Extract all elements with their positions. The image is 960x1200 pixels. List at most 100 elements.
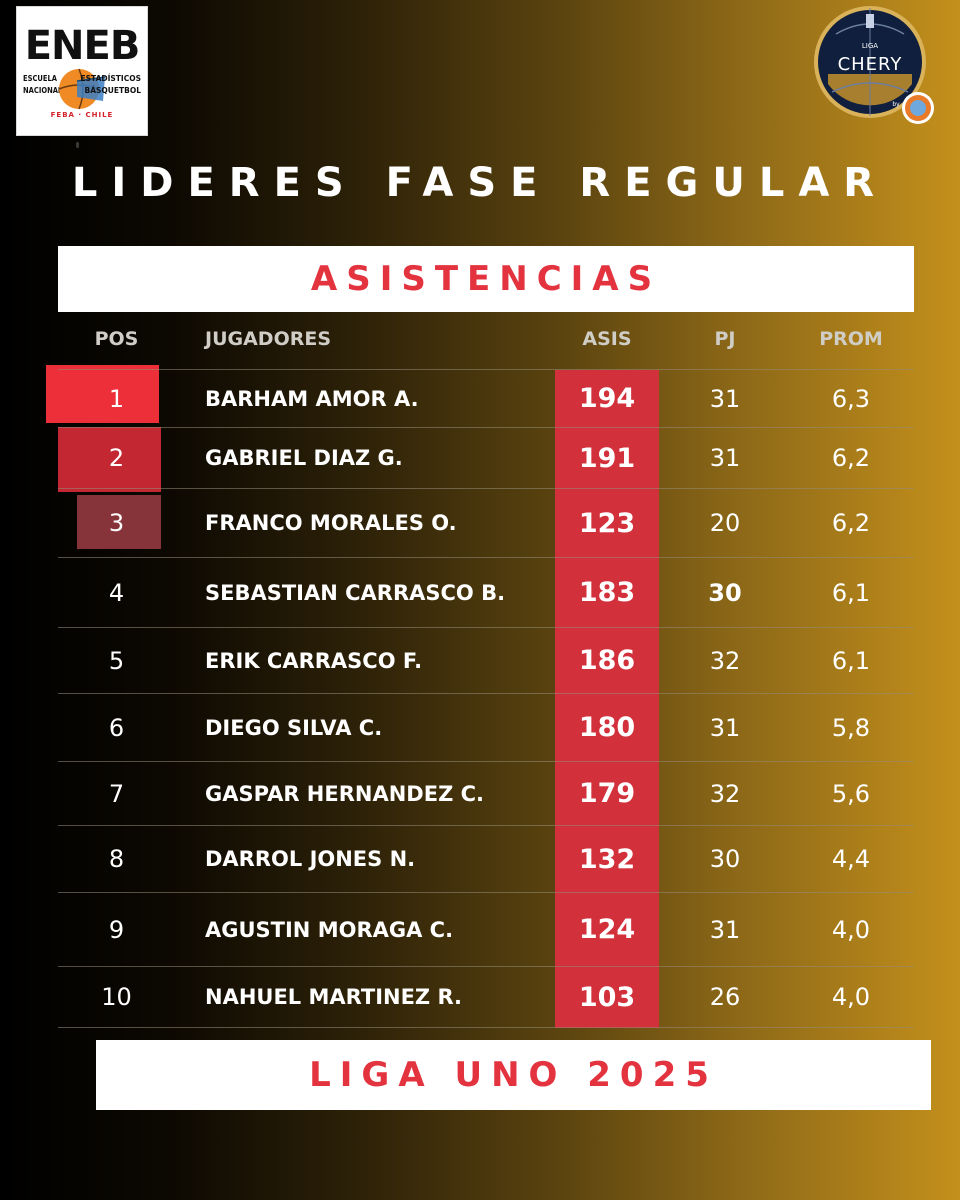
row-pj: 20: [709, 509, 741, 537]
row-pos: 5: [108, 646, 125, 675]
eneb-logo: ENEB ESCUELA NACIONAL ESTADÍSTICOS BÁSQU…: [16, 6, 148, 136]
table-row: 8 DARROL JONES N. 132 30 4,4: [0, 826, 960, 892]
row-prom: 6,1: [831, 646, 871, 675]
table-row: 1 BARHAM AMOR A. 194 31 6,3: [0, 370, 960, 427]
row-divider: [58, 557, 914, 558]
row-divider: [58, 627, 914, 628]
eneb-right-line-1: ESTADÍSTICOS: [80, 74, 141, 83]
row-player: NAHUEL MARTINEZ R.: [205, 985, 463, 1009]
liga-by-text: by: [892, 101, 900, 108]
row-player: FRANCO MORALES O.: [205, 511, 457, 535]
row-divider: [58, 892, 914, 893]
row-asis: 179: [578, 778, 636, 809]
row-prom: 4,4: [831, 845, 871, 873]
row-pj: 26: [709, 983, 741, 1011]
row-divider: [58, 369, 914, 370]
row-pj: 31: [709, 444, 741, 472]
category-banner: ASISTENCIAS: [58, 246, 914, 312]
row-player: AGUSTIN MORAGA C.: [205, 917, 454, 942]
table-row: 4 SEBASTIAN CARRASCO B. 183 30 6,1: [0, 558, 960, 627]
row-asis: 194: [578, 383, 636, 414]
row-pj: 30: [709, 845, 741, 873]
rank-1-highlight: [46, 365, 159, 423]
row-pj: 30: [708, 578, 742, 607]
row-asis: 132: [578, 843, 636, 875]
row-player: GASPAR HERNANDEZ C.: [205, 781, 485, 806]
row-prom: 4,0: [831, 915, 871, 944]
row-asis: 124: [578, 914, 636, 945]
page-title: LIDERES FASE REGULAR: [71, 160, 889, 206]
row-asis: 103: [578, 981, 636, 1013]
row-pj: 31: [709, 384, 741, 413]
liga-name-text: CHERY: [838, 54, 903, 75]
row-pos: 9: [108, 915, 125, 944]
asis-column-highlight: [555, 370, 659, 1028]
row-divider: [58, 966, 914, 967]
row-divider: [58, 825, 914, 826]
row-prom: 6,3: [831, 384, 871, 413]
row-asis: 186: [578, 645, 636, 676]
row-prom: 6,2: [831, 444, 871, 472]
eneb-logo-title: ENEB: [24, 23, 141, 69]
row-divider: [58, 1027, 914, 1028]
table-row: 3 FRANCO MORALES O. 123 20 6,2: [0, 489, 960, 557]
row-player: ERIK CARRASCO F.: [205, 648, 423, 673]
table-row: 6 DIEGO SILVA C. 180 31 5,8: [0, 694, 960, 761]
eneb-left-line-2: NACIONAL: [23, 86, 63, 95]
row-divider: [58, 761, 914, 762]
row-prom: 4,0: [831, 983, 871, 1011]
row-pos: 2: [108, 444, 125, 472]
row-asis: 183: [578, 577, 636, 608]
eneb-left-line-1: ESCUELA: [23, 74, 58, 83]
table-row: 5 ERIK CARRASCO F. 186 32 6,1: [0, 628, 960, 693]
row-player: BARHAM AMOR A.: [205, 386, 419, 411]
row-asis: 191: [578, 442, 636, 474]
row-pj: 31: [709, 915, 741, 944]
table-row: 9 AGUSTIN MORAGA C. 124 31 4,0: [0, 893, 960, 966]
eneb-logo-bottom-text: FEBA · CHILE: [50, 111, 114, 119]
eneb-logo-left-text: ESCUELA NACIONAL: [23, 73, 62, 97]
row-pos: 7: [108, 779, 125, 808]
decorative-mark: [76, 142, 79, 148]
row-pos: 3: [108, 509, 125, 537]
category-title: ASISTENCIAS: [310, 259, 662, 299]
row-divider: [58, 693, 914, 694]
header-prom: PROM: [819, 328, 883, 350]
row-player: SEBASTIAN CARRASCO B.: [205, 580, 506, 605]
row-prom: 5,6: [831, 779, 871, 808]
row-pj: 31: [709, 713, 741, 742]
row-player: DIEGO SILVA C.: [205, 715, 383, 740]
table-row: 7 GASPAR HERNANDEZ C. 179 32 5,6: [0, 762, 960, 825]
row-divider: [58, 427, 914, 428]
row-pos: 4: [108, 578, 125, 607]
header-asis: ASIS: [582, 328, 632, 350]
table-row: 2 GABRIEL DIAZ G. 191 31 6,2: [0, 428, 960, 488]
row-pj: 32: [709, 646, 741, 675]
row-prom: 6,2: [831, 509, 871, 537]
footer-banner: LIGA UNO 2025: [96, 1040, 931, 1110]
row-player: DARROL JONES N.: [205, 847, 416, 871]
header-jugadores: JUGADORES: [205, 328, 332, 350]
row-pj: 32: [709, 779, 741, 808]
basketball-icon: [58, 68, 106, 110]
liga-small-text: LIGA: [862, 42, 878, 50]
row-pos: 6: [108, 713, 125, 742]
row-divider: [58, 488, 914, 489]
eneb-logo-right-text: ESTADÍSTICOS BÁSQUETBOL: [81, 73, 141, 97]
liga-chery-logo: LIGA CHERY by: [814, 6, 934, 124]
rank-2-highlight: [58, 427, 161, 492]
header-pos: POS: [94, 328, 139, 350]
row-prom: 5,8: [831, 713, 871, 742]
row-prom: 6,1: [831, 578, 871, 607]
table-row: 10 NAHUEL MARTINEZ R. 103 26 4,0: [0, 967, 960, 1027]
row-pos: 1: [108, 384, 125, 413]
row-pos: 10: [101, 983, 132, 1011]
row-player: GABRIEL DIAZ G.: [205, 446, 403, 470]
footer-title: LIGA UNO 2025: [309, 1055, 718, 1095]
header-pj: PJ: [714, 328, 736, 350]
eneb-right-line-2: BÁSQUETBOL: [84, 86, 142, 95]
row-pos: 8: [108, 845, 125, 873]
row-asis: 180: [578, 712, 636, 743]
row-asis: 123: [578, 507, 636, 539]
rank-3-highlight: [77, 495, 161, 549]
